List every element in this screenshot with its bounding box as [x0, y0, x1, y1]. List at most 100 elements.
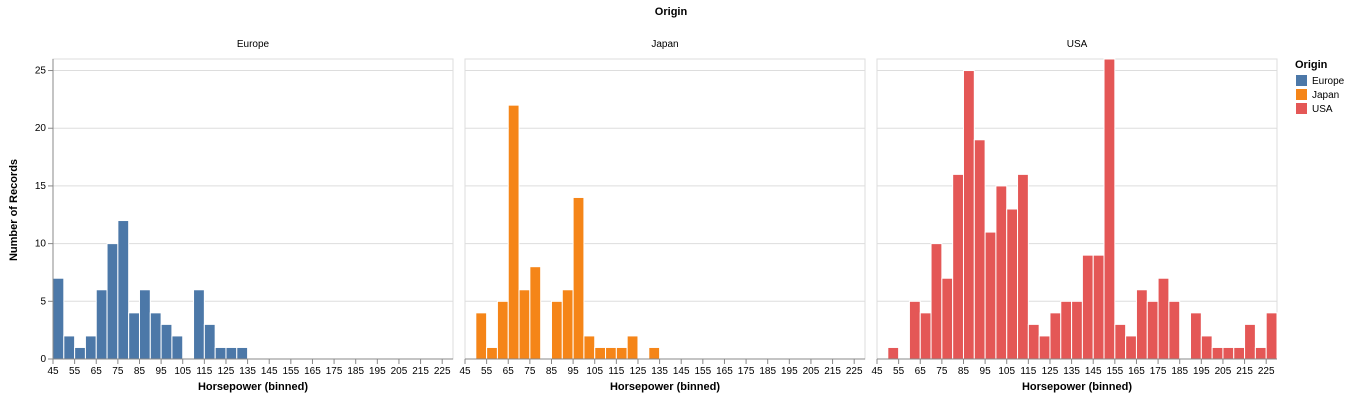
facet-title: Europe	[237, 39, 270, 50]
bar	[1265, 312, 1278, 360]
y-tick-label: 25	[35, 66, 47, 77]
bar	[518, 289, 531, 360]
x-tick-label: 75	[112, 366, 124, 377]
x-tick-label: 65	[915, 366, 927, 377]
bar	[496, 300, 509, 360]
x-tick-label: 225	[434, 366, 451, 377]
bar	[605, 346, 617, 360]
legend: Origin Europe Japan USA	[1295, 59, 1345, 115]
x-tick-label: 55	[893, 366, 905, 377]
bar	[1200, 335, 1213, 360]
bar	[149, 312, 162, 360]
x-tick-label: 205	[803, 366, 820, 377]
bar	[908, 300, 921, 360]
bar	[550, 300, 563, 360]
x-tick-label: 175	[326, 366, 343, 377]
x-tick-label: 55	[69, 366, 81, 377]
x-tick-label: 75	[524, 366, 536, 377]
x-tick-label: 45	[47, 366, 59, 377]
x-tick-label: 95	[156, 366, 168, 377]
bar	[203, 323, 216, 360]
x-axis-title: Horsepower (binned)	[1022, 381, 1132, 393]
x-tick-label: 85	[546, 366, 558, 377]
x-tick-label: 65	[91, 366, 103, 377]
bar	[1222, 346, 1235, 360]
x-tick-label: 115	[608, 366, 624, 377]
x-tick-label: 165	[716, 366, 733, 377]
x-tick-label: 215	[412, 366, 429, 377]
bar	[84, 335, 97, 360]
facet-title: Japan	[651, 39, 678, 50]
x-tick-label: 195	[369, 366, 386, 377]
x-tick-label: 165	[1128, 366, 1145, 377]
x-tick-label: 155	[282, 366, 299, 377]
bar	[941, 277, 954, 360]
x-tick-label: 185	[759, 366, 776, 377]
x-tick-label: 105	[586, 366, 603, 377]
bar	[1254, 346, 1267, 360]
x-tick-label: 225	[846, 366, 863, 377]
bar	[63, 335, 76, 360]
bar	[475, 312, 488, 360]
bar	[648, 346, 661, 360]
x-tick-label: 155	[1106, 366, 1123, 377]
x-tick-label: 45	[871, 366, 883, 377]
bar	[1060, 300, 1073, 360]
x-tick-label: 195	[1193, 366, 1210, 377]
bar	[1092, 254, 1105, 360]
x-tick-label: 45	[459, 366, 471, 377]
legend-title: Origin	[1295, 59, 1328, 71]
facet-japan: Japan 45 55 65 75 85 95 105 115 125 135 145 155 165 17…	[459, 39, 866, 393]
bar	[225, 346, 238, 360]
bar	[193, 289, 205, 360]
bar	[128, 312, 140, 360]
bar	[615, 346, 628, 360]
bar	[1146, 300, 1159, 360]
x-tick-label: 225	[1258, 366, 1275, 377]
x-tick-label: 125	[630, 366, 647, 377]
x-axis-title: Horsepower (binned)	[610, 381, 720, 393]
bar	[919, 312, 932, 360]
x-tick-label: 95	[980, 366, 992, 377]
legend-label: Japan	[1312, 90, 1339, 101]
legend-label: Europe	[1312, 76, 1345, 87]
bar	[1114, 323, 1127, 360]
bar	[583, 335, 596, 360]
x-tick-label: 55	[481, 366, 493, 377]
x-tick-label: 105	[174, 366, 191, 377]
bar	[984, 231, 997, 360]
x-tick-label: 185	[1171, 366, 1188, 377]
bar	[1017, 173, 1029, 360]
x-tick-label: 85	[134, 366, 146, 377]
bar	[106, 243, 119, 360]
x-tick-label: 135	[651, 366, 668, 377]
x-tick-label: 105	[998, 366, 1015, 377]
x-tick-label: 175	[1150, 366, 1167, 377]
chart-title: Origin	[655, 6, 688, 18]
bar	[160, 323, 173, 360]
bar	[973, 139, 986, 360]
x-tick-label: 145	[261, 366, 278, 377]
bar	[1135, 289, 1148, 360]
bar	[561, 289, 574, 360]
x-tick-label: 205	[1215, 366, 1232, 377]
bar	[1168, 300, 1181, 360]
x-tick-label: 135	[239, 366, 256, 377]
y-tick-label: 0	[40, 354, 46, 365]
x-tick-label: 115	[196, 366, 212, 377]
facets-group: Europe 45 55 65 75 85 95 105 115 125 135 145 155 165 1…	[35, 39, 1278, 393]
bar	[962, 70, 975, 360]
bar	[594, 346, 607, 360]
x-tick-label: 135	[1063, 366, 1080, 377]
y-tick-label: 10	[35, 239, 47, 250]
bar	[214, 346, 227, 360]
x-tick-label: 125	[218, 366, 235, 377]
bar	[1103, 58, 1116, 360]
bar	[236, 346, 249, 360]
bar	[1038, 335, 1051, 360]
y-axis-title: Number of Records	[8, 159, 20, 261]
bar	[1233, 346, 1246, 360]
x-tick-label: 85	[958, 366, 970, 377]
bar	[1190, 312, 1202, 360]
